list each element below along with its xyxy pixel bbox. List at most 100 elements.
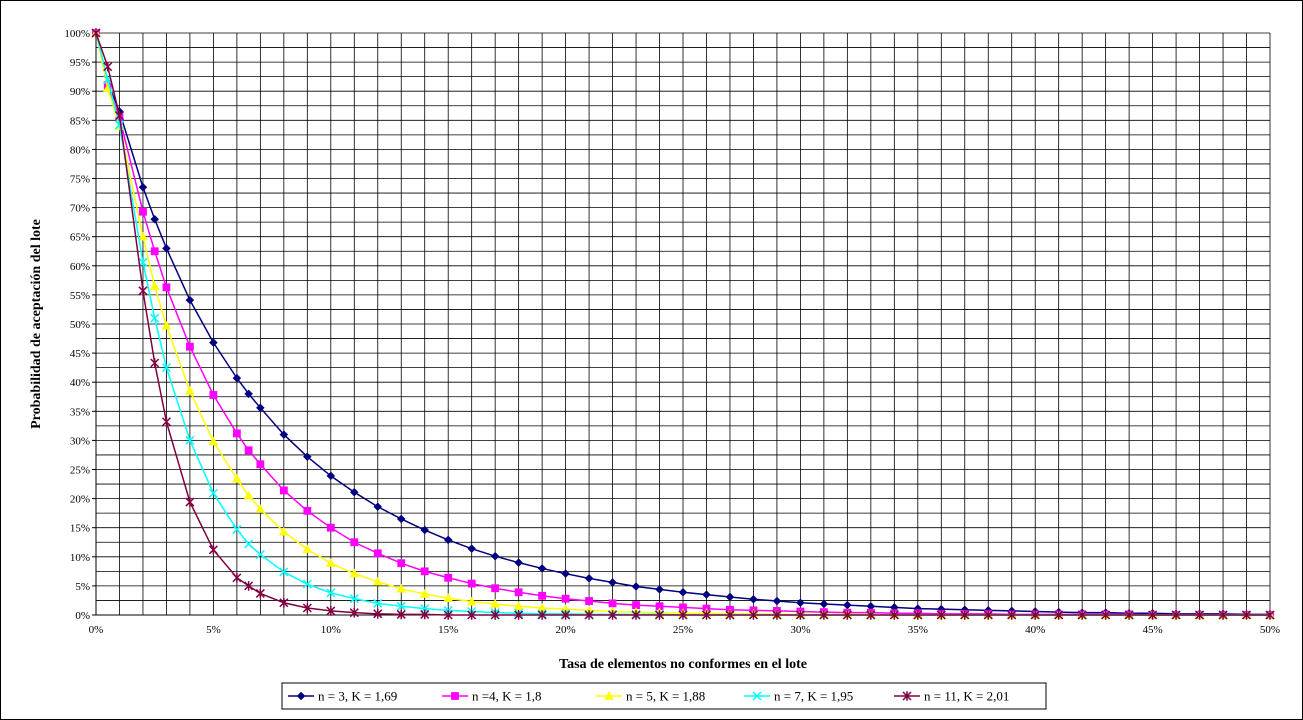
data-point <box>913 610 923 620</box>
y-axis-title: Probabilidad de aceptación del lote <box>29 219 44 429</box>
data-point <box>1007 610 1017 620</box>
x-tick-label: 25% <box>673 624 693 636</box>
y-tick-label: 15% <box>70 523 90 535</box>
y-tick-label: 80% <box>70 144 90 156</box>
series-layer <box>91 27 1275 620</box>
data-point <box>161 416 171 427</box>
data-point <box>819 599 829 609</box>
data-point <box>513 601 524 610</box>
data-point <box>350 538 359 547</box>
data-point <box>114 110 125 121</box>
data-point <box>443 535 453 545</box>
data-point <box>302 452 312 462</box>
legend-label: n = 3, K = 1,69 <box>318 689 397 704</box>
data-point <box>467 544 477 554</box>
data-point <box>302 544 313 553</box>
data-point <box>162 243 171 253</box>
data-point <box>451 692 459 700</box>
data-point <box>244 446 253 455</box>
data-point <box>244 389 253 399</box>
data-point <box>91 28 101 38</box>
data-point <box>514 610 524 620</box>
data-point <box>255 549 265 560</box>
legend-label: n = 11, K = 2,01 <box>924 689 1009 704</box>
data-point <box>232 572 242 583</box>
data-point <box>1218 610 1228 620</box>
data-point <box>396 583 407 593</box>
data-point <box>701 610 712 620</box>
x-tick-label: 40% <box>1025 624 1045 636</box>
x-tick-label: 20% <box>556 624 576 636</box>
data-point <box>279 597 289 608</box>
data-point <box>185 385 195 395</box>
data-point <box>983 610 993 620</box>
data-point <box>631 610 641 620</box>
x-axis-ticks: 0% 5% 10% 15% 20% 25% 30% 35% 40% 45% 50% <box>89 624 1280 636</box>
y-tick-label: 75% <box>70 174 90 186</box>
x-tick-label: 0% <box>89 624 104 636</box>
data-point <box>420 609 430 620</box>
data-point <box>302 579 312 589</box>
y-tick-label: 85% <box>70 115 90 127</box>
data-point <box>244 581 254 591</box>
data-point <box>302 603 312 613</box>
y-axis-ticks: 0% 5% 10% 15% 20% 25% 30% 35% 40% 45% 50% 55% 60% 65%… <box>64 28 96 622</box>
data-point <box>326 471 336 481</box>
data-point <box>397 559 406 568</box>
data-point <box>490 610 500 620</box>
data-point <box>326 588 336 598</box>
y-tick-label: 30% <box>70 435 90 447</box>
data-point <box>1030 610 1040 620</box>
data-point <box>491 584 500 593</box>
y-tick-label: 10% <box>70 552 90 564</box>
data-point <box>279 567 289 577</box>
data-point <box>150 247 159 256</box>
data-point <box>185 295 195 305</box>
data-point <box>150 313 160 323</box>
data-point <box>584 573 594 583</box>
legend-entry: n =4, K = 1,8 <box>442 689 542 704</box>
data-point <box>1265 610 1275 620</box>
data-point <box>138 231 148 241</box>
data-point <box>162 283 171 292</box>
data-point <box>1148 610 1158 620</box>
data-point <box>561 610 571 620</box>
data-point <box>373 502 383 512</box>
data-point <box>279 486 288 495</box>
data-point <box>103 61 113 72</box>
y-tick-label: 55% <box>70 290 90 302</box>
x-tick-label: 15% <box>438 624 458 636</box>
data-point <box>585 597 593 605</box>
data-point <box>114 120 125 130</box>
data-point <box>325 558 336 567</box>
data-point <box>396 601 406 611</box>
data-point <box>725 592 735 602</box>
data-point <box>138 286 148 296</box>
data-point <box>349 487 359 497</box>
data-point <box>209 391 218 399</box>
y-tick-label: 60% <box>70 261 90 273</box>
legend-entry: n = 5, K = 1,88 <box>596 689 705 704</box>
data-point <box>1241 610 1252 620</box>
y-tick-label: 25% <box>70 465 90 477</box>
data-point <box>842 610 852 620</box>
data-point <box>373 549 382 558</box>
data-point <box>419 589 430 598</box>
x-tick-label: 10% <box>321 624 341 636</box>
y-tick-label: 50% <box>70 319 90 331</box>
data-point <box>208 488 218 498</box>
data-point <box>420 525 430 535</box>
data-point <box>185 497 195 507</box>
grid <box>95 32 1271 616</box>
data-point <box>1195 610 1205 620</box>
data-point <box>561 569 570 579</box>
legend-entry: n = 7, K = 1,95 <box>744 689 853 704</box>
data-point <box>1171 610 1181 620</box>
data-point <box>420 567 429 576</box>
y-tick-label: 45% <box>70 348 90 360</box>
data-point <box>372 576 383 586</box>
data-point <box>150 358 160 368</box>
data-point <box>373 609 383 619</box>
data-point <box>631 582 641 591</box>
y-tick-label: 70% <box>70 203 90 215</box>
